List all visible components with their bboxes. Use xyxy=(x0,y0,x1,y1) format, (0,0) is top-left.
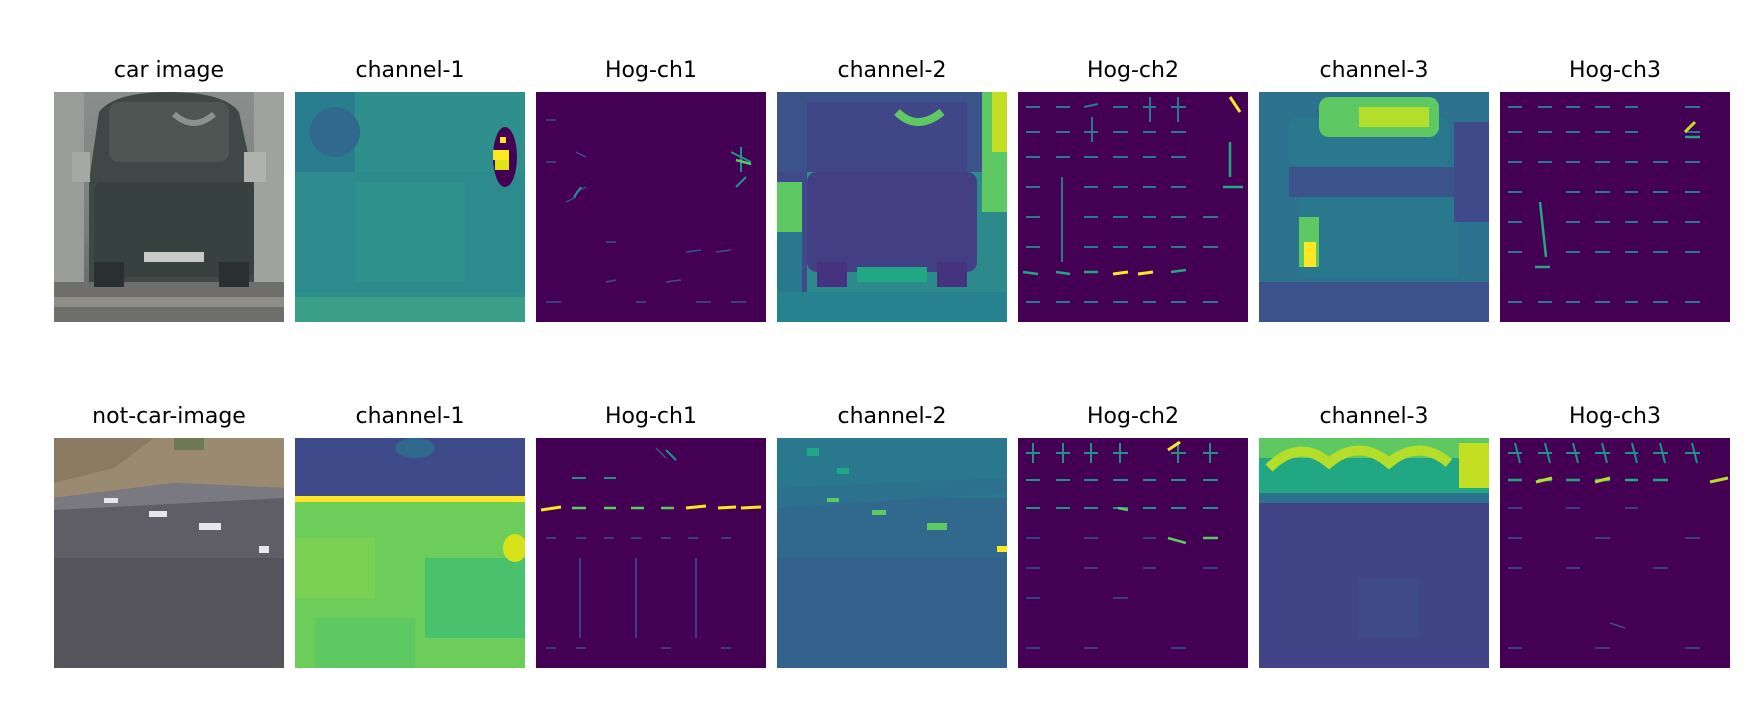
car-hog-ch1 xyxy=(536,92,766,322)
not-car-channel-3 xyxy=(1259,438,1489,668)
title-hog-ch2-car: Hog-ch2 xyxy=(1087,58,1179,83)
title-channel-1-notcar: channel-1 xyxy=(355,404,465,429)
car-hog-ch2 xyxy=(1018,92,1248,322)
title-not-car-image: not-car-image xyxy=(92,404,246,429)
title-hog-ch3-notcar: Hog-ch3 xyxy=(1569,404,1661,429)
not-car-hog-ch1 xyxy=(536,438,766,668)
not-car-hog-ch3 xyxy=(1500,438,1730,668)
car-hog-ch3 xyxy=(1500,92,1730,322)
title-hog-ch1-notcar: Hog-ch1 xyxy=(605,404,697,429)
car-image xyxy=(54,92,284,322)
not-car-image xyxy=(54,438,284,668)
title-hog-ch2-notcar: Hog-ch2 xyxy=(1087,404,1179,429)
title-car-image: car image xyxy=(113,58,225,83)
title-channel-3-notcar: channel-3 xyxy=(1319,404,1429,429)
title-hog-ch1-car: Hog-ch1 xyxy=(605,58,697,83)
title-channel-3-car: channel-3 xyxy=(1319,58,1429,83)
title-channel-1-car: channel-1 xyxy=(355,58,465,83)
not-car-hog-ch2 xyxy=(1018,438,1248,668)
title-hog-ch3-car: Hog-ch3 xyxy=(1569,58,1661,83)
car-channel-1 xyxy=(295,92,525,322)
not-car-channel-1 xyxy=(295,438,525,668)
title-channel-2-notcar: channel-2 xyxy=(837,404,947,429)
car-channel-2 xyxy=(777,92,1007,322)
title-channel-2-car: channel-2 xyxy=(837,58,947,83)
car-channel-3 xyxy=(1259,92,1489,322)
not-car-channel-2 xyxy=(777,438,1007,668)
